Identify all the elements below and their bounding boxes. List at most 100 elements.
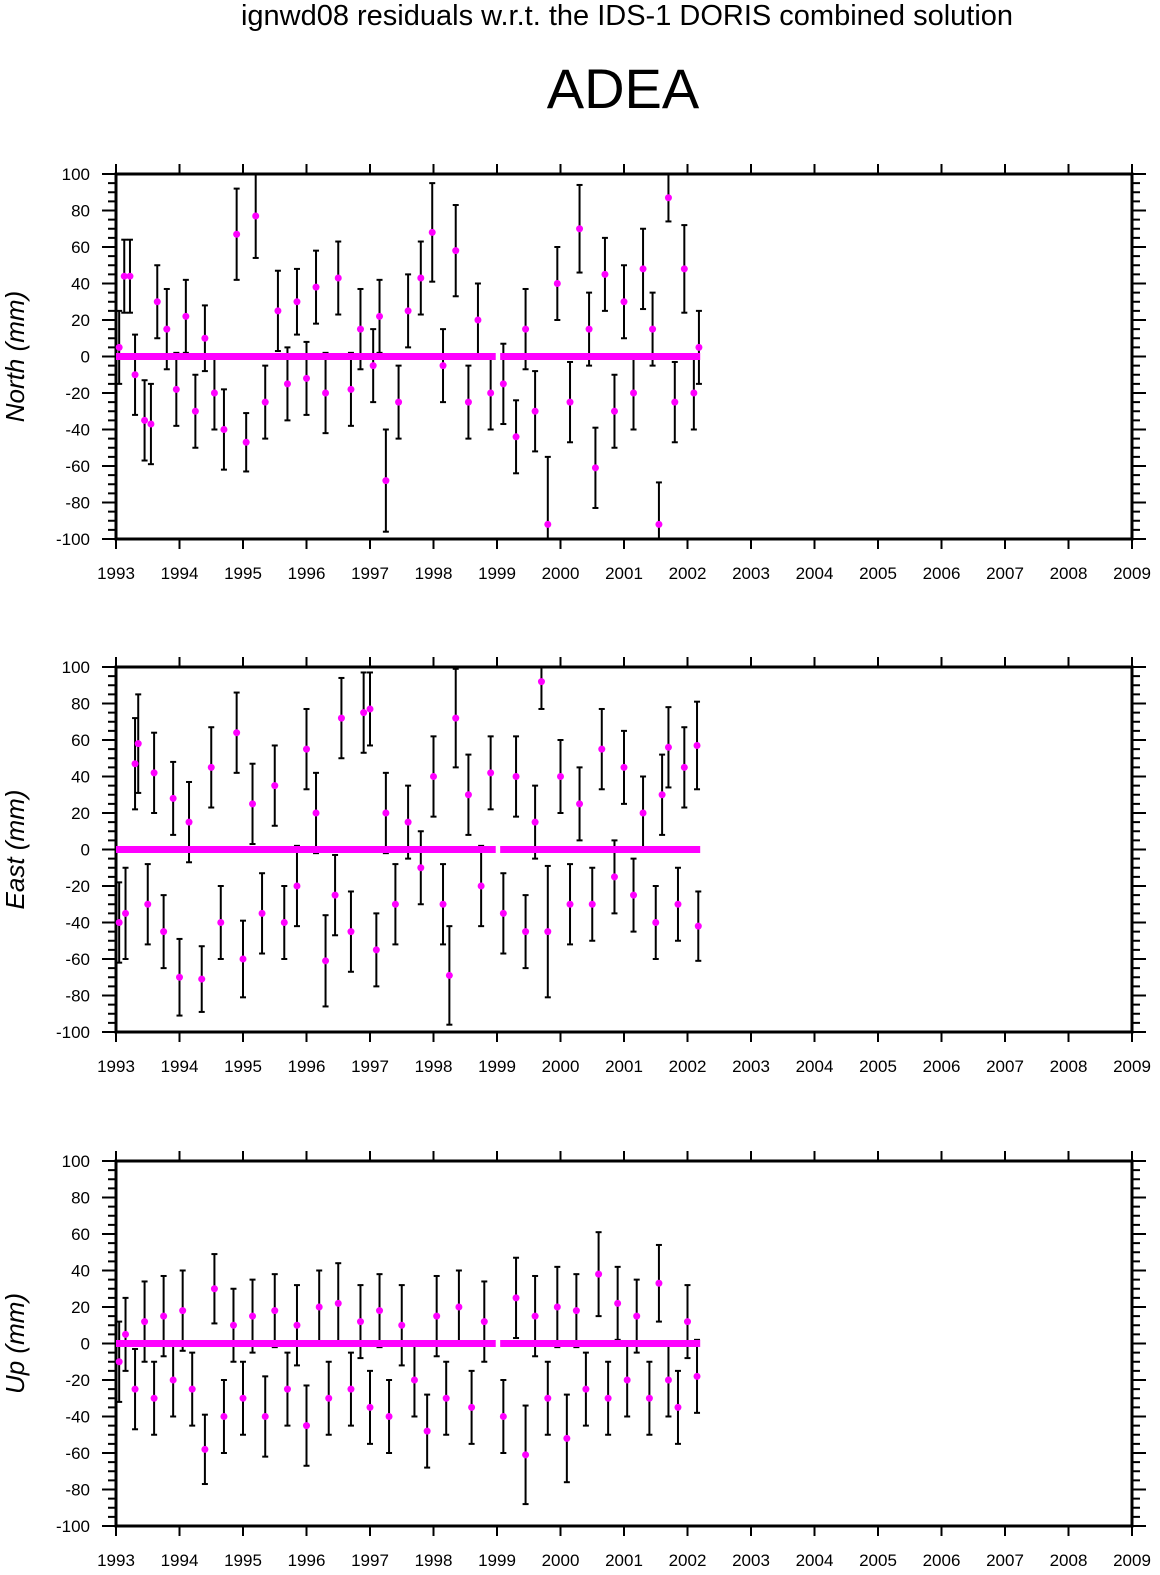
x-tick-label: 2001 [605,1551,643,1570]
panels: 1993 1994 1995 1996 1997 1998 1999 2000 2001 2002… [0,164,1151,1570]
y-tick-label: 80 [71,202,90,221]
y-tick-label: -80 [65,1481,90,1500]
data-point [258,909,266,917]
data-point [585,325,593,333]
y-tick-label: -20 [65,877,90,896]
data-point [433,1312,441,1320]
y-tick-label: -100 [56,1517,90,1536]
x-tick-label: 1993 [97,564,135,583]
data-point [610,407,618,415]
data-point [201,334,209,342]
x-tick-label: 2006 [923,564,961,583]
data-point [480,1318,488,1326]
data-point [604,1394,612,1402]
data-point [376,1307,384,1315]
data-point [385,1413,393,1420]
data-point [210,389,218,397]
data-point [144,900,152,908]
y-tick-label: 20 [71,1298,90,1317]
data-point [131,760,139,768]
data-point [674,900,682,908]
data-point [582,1385,590,1393]
data-point [680,265,688,273]
x-tick-label: 2006 [923,1551,961,1570]
data-point [303,374,310,382]
x-tick-label: 1999 [478,1057,516,1076]
data-point [664,743,672,751]
data-point [283,380,291,388]
data-point [115,1358,123,1366]
data-point [428,228,436,236]
data-point [182,312,190,320]
x-tick-label: 2005 [859,564,897,583]
data-point [239,1394,247,1402]
y-tick-label: 100 [62,658,90,677]
data-point [360,709,368,717]
data-point [382,477,390,485]
y-tick-label: -40 [65,421,90,440]
data-point [553,1303,561,1311]
data-point [376,312,384,320]
data-point [141,1318,149,1326]
data-point [623,1376,631,1384]
data-point [176,973,183,981]
data-point [664,194,672,202]
x-tick-label: 1998 [415,564,453,583]
data-point [280,919,288,926]
data-point [372,946,380,954]
x-tick-label: 1995 [224,564,262,583]
data-point [169,1376,177,1384]
x-tick-label: 2003 [732,1551,770,1570]
y-tick-label: 80 [71,1189,90,1208]
x-tick-label: 2009 [1113,1551,1151,1570]
y-tick-label: 40 [71,768,90,787]
data-point [242,438,250,446]
data-point [312,809,320,817]
y-tick-label: 60 [71,731,90,750]
x-tick-label: 1996 [288,1551,326,1570]
data-point [499,380,507,388]
data-point [439,362,447,370]
data-point [325,1394,333,1402]
data-point [160,1312,168,1320]
x-tick-label: 1995 [224,1551,262,1570]
y-axis-label: East (mm) [0,790,30,910]
x-tick-label: 2008 [1050,564,1088,583]
station-name: ADEA [547,57,700,120]
data-point [153,298,161,306]
data-point [233,230,241,238]
data-point [566,398,574,406]
data-point [652,919,660,926]
data-point [468,1403,476,1411]
data-point [252,212,260,220]
data-point [172,385,180,393]
data-point [249,800,257,808]
x-tick-label: 2003 [732,1057,770,1076]
y-tick-label: 40 [71,275,90,294]
data-point [347,385,355,393]
x-tick-label: 2002 [669,564,707,583]
data-point [147,420,155,428]
data-point [630,891,638,899]
data-point [150,769,158,777]
data-point [150,1394,158,1402]
data-point [356,325,364,333]
data-point [303,1422,310,1430]
data-point [671,398,679,406]
y-tick-label: 80 [71,695,90,714]
y-tick-label: 100 [62,165,90,184]
x-tick-label: 2007 [986,1551,1024,1570]
data-point [630,389,638,397]
x-tick-label: 1996 [288,564,326,583]
data-point [595,1270,603,1278]
data-point [217,919,225,926]
x-tick-label: 2002 [669,1551,707,1570]
x-tick-label: 2007 [986,564,1024,583]
data-point [439,900,447,908]
data-point [690,389,698,397]
y-axis-label: North (mm) [0,291,30,422]
data-point [293,882,301,890]
data-point [229,1321,237,1329]
x-tick-label: 2004 [796,1551,834,1570]
